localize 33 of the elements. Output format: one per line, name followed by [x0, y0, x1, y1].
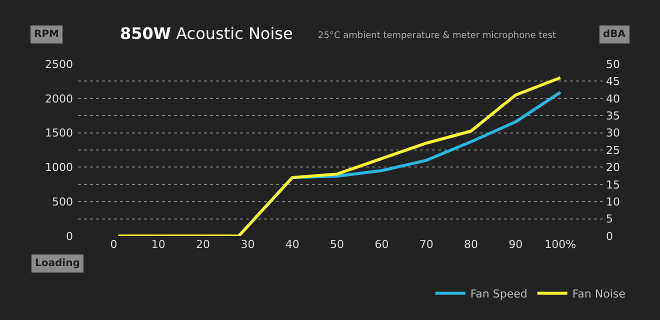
y2-tick-label: 10 [606, 195, 620, 208]
x-tick-label: 70 [419, 238, 434, 251]
x-tick-label: 20 [196, 238, 210, 251]
y2-tick-label: 45 [606, 75, 620, 88]
y-tick-label: 1000 [45, 161, 73, 174]
y-tick-label: 500 [52, 195, 73, 208]
y-tick-label: 2000 [45, 92, 73, 106]
y2-tick-label: 30 [606, 126, 620, 140]
legend-label: Fan Noise [572, 288, 626, 301]
x-tick-label: 30 [240, 238, 255, 251]
y2-tick-label: 40 [606, 92, 620, 106]
x-tick-label: 50 [330, 238, 344, 251]
y2-tick-label: 5 [606, 212, 613, 226]
x-axis-title: Loading [35, 258, 80, 269]
x-tick-label: 40 [285, 238, 300, 251]
y2-axis-title: dBA [603, 29, 626, 40]
x-tick-label: 0 [110, 238, 118, 251]
legend-label: Fan Speed [470, 288, 528, 301]
y2-tick-label: 25 [606, 144, 620, 157]
chart-subtitle: 25°C ambient temperature & meter microphone test [318, 31, 556, 41]
x-tick-label: 100% [544, 238, 576, 251]
x-tick-label: 10 [151, 238, 166, 251]
y-tick-label: 2500 [45, 58, 73, 71]
y2-tick-label: 15 [606, 178, 620, 192]
y-tick-label: 1500 [45, 126, 73, 140]
x-tick-label: 90 [508, 238, 523, 251]
y2-tick-label: 20 [606, 161, 620, 174]
x-tick-label: 80 [464, 238, 478, 251]
y2-tick-label: 50 [606, 58, 620, 71]
y2-tick-label: 35 [606, 109, 620, 122]
chart-title: 850W Acoustic Noise [120, 24, 293, 43]
y-axis-title: RPM [34, 29, 60, 40]
x-tick-label: 60 [374, 238, 389, 251]
